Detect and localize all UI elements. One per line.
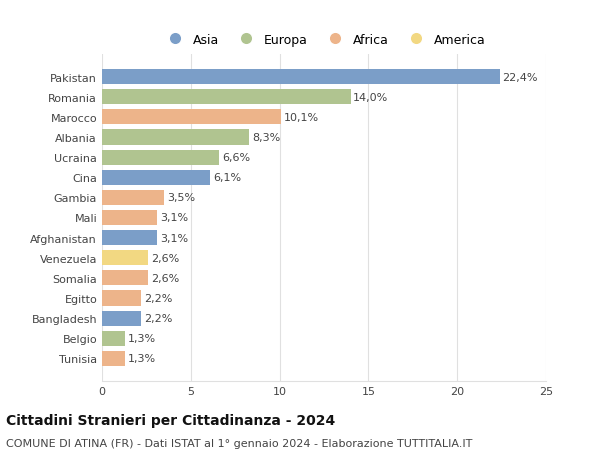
Text: 3,1%: 3,1% — [160, 213, 188, 223]
Bar — [102, 70, 500, 85]
Text: 2,2%: 2,2% — [144, 313, 172, 324]
Text: 2,2%: 2,2% — [144, 293, 172, 303]
Bar — [102, 311, 141, 326]
Text: 22,4%: 22,4% — [502, 73, 538, 83]
Bar — [102, 170, 211, 185]
Bar — [102, 190, 164, 206]
Text: 6,1%: 6,1% — [213, 173, 241, 183]
Text: 2,6%: 2,6% — [151, 253, 179, 263]
Legend: Asia, Europa, Africa, America: Asia, Europa, Africa, America — [158, 29, 490, 52]
Bar — [102, 291, 141, 306]
Text: 8,3%: 8,3% — [252, 133, 280, 143]
Bar — [102, 230, 157, 246]
Bar — [102, 110, 281, 125]
Text: 1,3%: 1,3% — [128, 353, 156, 364]
Text: 2,6%: 2,6% — [151, 273, 179, 283]
Text: 6,6%: 6,6% — [222, 153, 250, 163]
Text: 3,5%: 3,5% — [167, 193, 195, 203]
Bar — [102, 130, 250, 145]
Bar — [102, 271, 148, 286]
Bar — [102, 211, 157, 225]
Bar — [102, 90, 350, 105]
Bar — [102, 331, 125, 346]
Text: 14,0%: 14,0% — [353, 93, 389, 102]
Bar — [102, 351, 125, 366]
Text: COMUNE DI ATINA (FR) - Dati ISTAT al 1° gennaio 2024 - Elaborazione TUTTITALIA.I: COMUNE DI ATINA (FR) - Dati ISTAT al 1° … — [6, 438, 472, 448]
Text: 1,3%: 1,3% — [128, 334, 156, 343]
Text: 10,1%: 10,1% — [284, 112, 319, 123]
Bar — [102, 150, 219, 165]
Text: Cittadini Stranieri per Cittadinanza - 2024: Cittadini Stranieri per Cittadinanza - 2… — [6, 413, 335, 427]
Bar — [102, 251, 148, 266]
Text: 3,1%: 3,1% — [160, 233, 188, 243]
